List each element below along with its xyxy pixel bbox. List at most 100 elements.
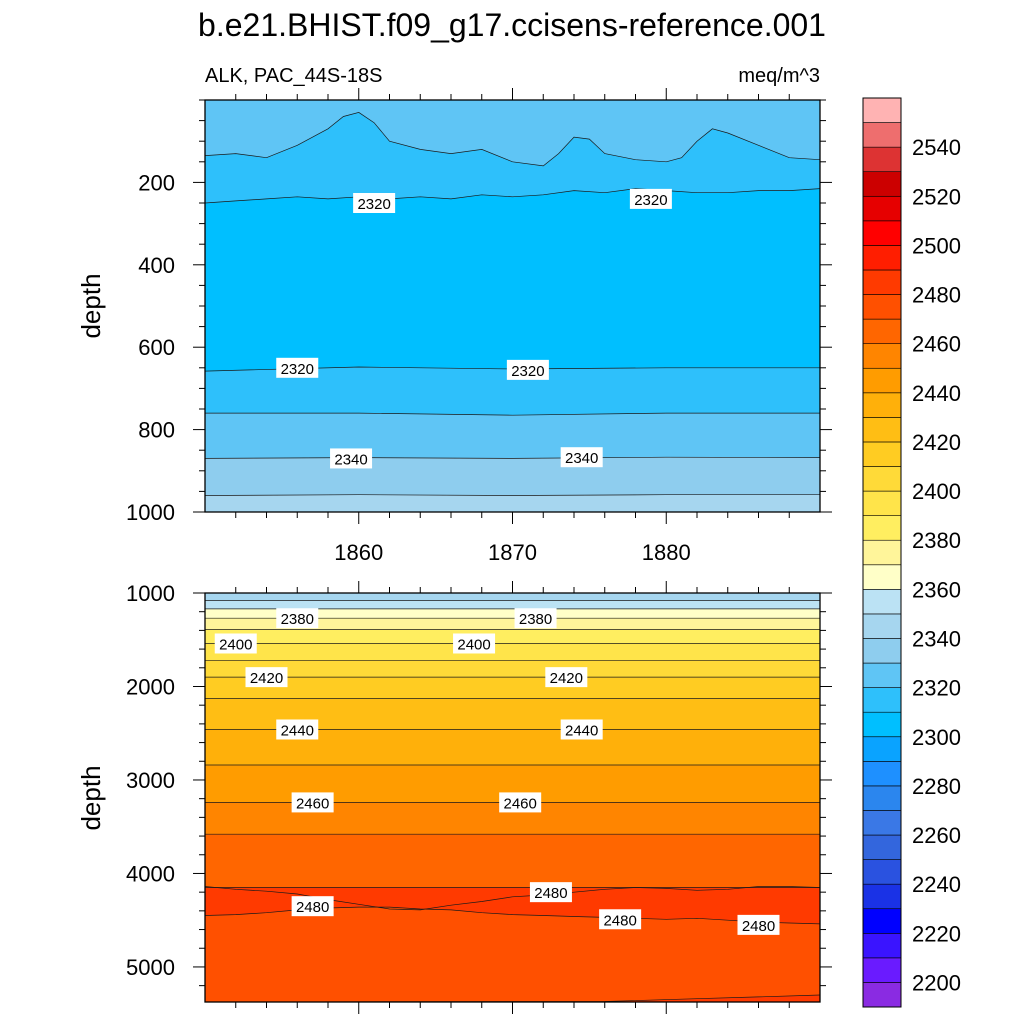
contour-label-text: 2440 xyxy=(281,722,314,739)
upper-contour-fill xyxy=(205,100,820,512)
contour-label-bg xyxy=(560,719,603,740)
contour-label: 2460 xyxy=(291,792,334,813)
x-tick-label: 1880 xyxy=(642,540,691,565)
contour-label-text: 2380 xyxy=(519,611,552,628)
contour-label-text: 2440 xyxy=(565,722,598,739)
y-tick-label: 2000 xyxy=(126,674,175,699)
colorbar-label: 2320 xyxy=(912,676,961,701)
y-tick-label: 1000 xyxy=(126,500,175,525)
contour-label-bg xyxy=(214,633,257,654)
contour-label: 2400 xyxy=(453,633,496,654)
colorbar-swatch xyxy=(862,122,902,148)
contour-label-bg xyxy=(453,633,496,654)
y-tick-label: 1000 xyxy=(126,581,175,606)
y-tick-label: 5000 xyxy=(126,955,175,980)
colorbar-swatch xyxy=(862,417,902,443)
contour-label: 2380 xyxy=(276,608,319,629)
contour-label-text: 2320 xyxy=(634,192,667,209)
colorbar-swatch xyxy=(862,761,902,787)
colorbar-label: 2300 xyxy=(912,725,961,750)
contour-label-bg xyxy=(737,914,780,935)
colorbar-swatch xyxy=(862,736,902,762)
colorbar-label: 2340 xyxy=(912,626,961,651)
contour-label-bg xyxy=(276,719,319,740)
upper-contour-labels: 2320 2320 2320 2320 2340 2340 xyxy=(276,188,672,469)
colorbar-swatch xyxy=(862,613,902,639)
y-tick-label: 600 xyxy=(138,335,175,360)
colorbar-swatch xyxy=(862,539,902,566)
contour-label-bg xyxy=(245,667,288,688)
contour-label-text: 2340 xyxy=(565,450,598,467)
contour-label: 2420 xyxy=(545,667,588,688)
contour-label: 2480 xyxy=(737,914,780,935)
colorbar-label: 2240 xyxy=(912,872,961,897)
y-tick-label: 800 xyxy=(138,418,175,443)
contour-label-bg xyxy=(330,448,373,469)
contour-label: 2380 xyxy=(514,608,557,629)
x-tick-label: 1870 xyxy=(488,540,537,565)
colorbar-label: 2420 xyxy=(912,430,961,455)
contour-line xyxy=(205,456,820,459)
contour-label-text: 2460 xyxy=(504,795,537,812)
contour-label-bg xyxy=(629,188,672,209)
contour-label-bg xyxy=(506,359,549,380)
colorbar-label: 2360 xyxy=(912,577,961,602)
contour-layer xyxy=(205,100,820,512)
contour-label: 2460 xyxy=(499,792,542,813)
colorbar-swatch xyxy=(862,785,902,811)
colorbar-label: 2500 xyxy=(912,233,961,258)
contour-label-bg xyxy=(545,667,588,688)
colorbar-swatch xyxy=(862,294,902,320)
contour-label-bg xyxy=(276,608,319,629)
colorbar-label: 2520 xyxy=(912,184,961,209)
contour-label: 2480 xyxy=(291,896,334,917)
contour-label-bg xyxy=(529,882,572,903)
colorbar-swatch xyxy=(862,662,902,688)
colorbar-label: 2280 xyxy=(912,774,961,799)
contour-band xyxy=(205,494,820,512)
colorbar-swatch xyxy=(862,97,902,123)
colorbar-label: 2200 xyxy=(912,970,961,995)
contour-label: 2320 xyxy=(276,357,319,378)
colorbar-swatch xyxy=(862,638,902,664)
variable-region-label: ALK, PAC_44S-18S xyxy=(205,65,383,87)
contour-label-text: 2420 xyxy=(550,670,583,687)
colorbar-frame xyxy=(862,97,902,1008)
contour-line xyxy=(205,112,820,167)
contour-line xyxy=(205,412,820,416)
contour-label-text: 2480 xyxy=(742,918,775,935)
y-tick-label: 200 xyxy=(138,170,175,195)
colorbar-swatch xyxy=(862,146,902,173)
contour-label-bg xyxy=(599,909,642,930)
colorbar-swatch xyxy=(862,515,902,541)
contour-label: 2420 xyxy=(245,667,288,688)
colorbar-label: 2440 xyxy=(912,381,961,406)
contour-band xyxy=(205,995,820,1002)
colorbar-swatch xyxy=(862,318,902,344)
colorbar-swatch xyxy=(862,367,902,394)
contour-label: 2320 xyxy=(353,193,396,213)
x-tick-label: 1860 xyxy=(334,540,383,565)
colorbar-swatch xyxy=(862,908,902,934)
lower-depth-panel: 1000 2000 3000 4000 5000 2380 2380 2400 2400 242… xyxy=(76,581,832,1014)
colorbar-swatch xyxy=(862,957,902,983)
contour-line xyxy=(205,886,820,911)
upper-y-axis-label: depth xyxy=(76,273,106,338)
contour-label-text: 2320 xyxy=(281,361,314,378)
contour-label: 2480 xyxy=(529,882,572,903)
contour-label: 2400 xyxy=(214,633,257,654)
colorbar-label: 2260 xyxy=(912,823,961,848)
colorbar-swatch xyxy=(862,269,902,295)
colorbar-swatch xyxy=(862,834,902,860)
colorbar-label: 2380 xyxy=(912,528,961,553)
contour-label: 2480 xyxy=(599,909,642,930)
colorbar-label: 2480 xyxy=(912,283,961,308)
lower-contour-fill xyxy=(205,593,820,1002)
contour-label-text: 2320 xyxy=(357,196,390,213)
colorbar-label: 2460 xyxy=(912,332,961,357)
contour-label: 2340 xyxy=(330,448,373,469)
upper-axes: 200 400 600 800 1000 1860 1870 1880 xyxy=(126,88,832,565)
colorbar-swatch xyxy=(862,171,902,197)
contour-label: 2340 xyxy=(560,447,603,468)
colorbar-swatch xyxy=(862,220,902,246)
